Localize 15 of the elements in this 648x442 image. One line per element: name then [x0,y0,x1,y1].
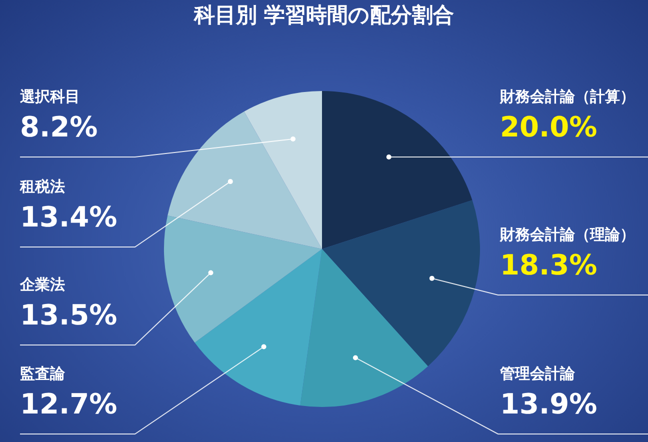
slice-label: 監査論 [20,364,66,382]
slice-label: 財務会計論（計算） [499,87,635,106]
data-label: 13.9% [500,387,598,420]
slice-label: 選択科目 [19,87,80,106]
data-label: 8.2% [20,110,98,144]
slice-label: 財務会計論（理論） [499,225,635,244]
chart-title: 科目別 学習時間の配分割合 [192,2,454,27]
slice-label: 管理会計論 [499,364,576,382]
data-label: 18.3% [500,248,598,282]
slice-label: 租税法 [19,177,65,196]
data-label: 20.0% [500,110,598,144]
data-label: 12.7% [20,387,118,420]
slice-label: 企業法 [19,275,65,294]
data-label: 13.5% [20,298,118,332]
data-label: 13.4% [20,200,118,234]
